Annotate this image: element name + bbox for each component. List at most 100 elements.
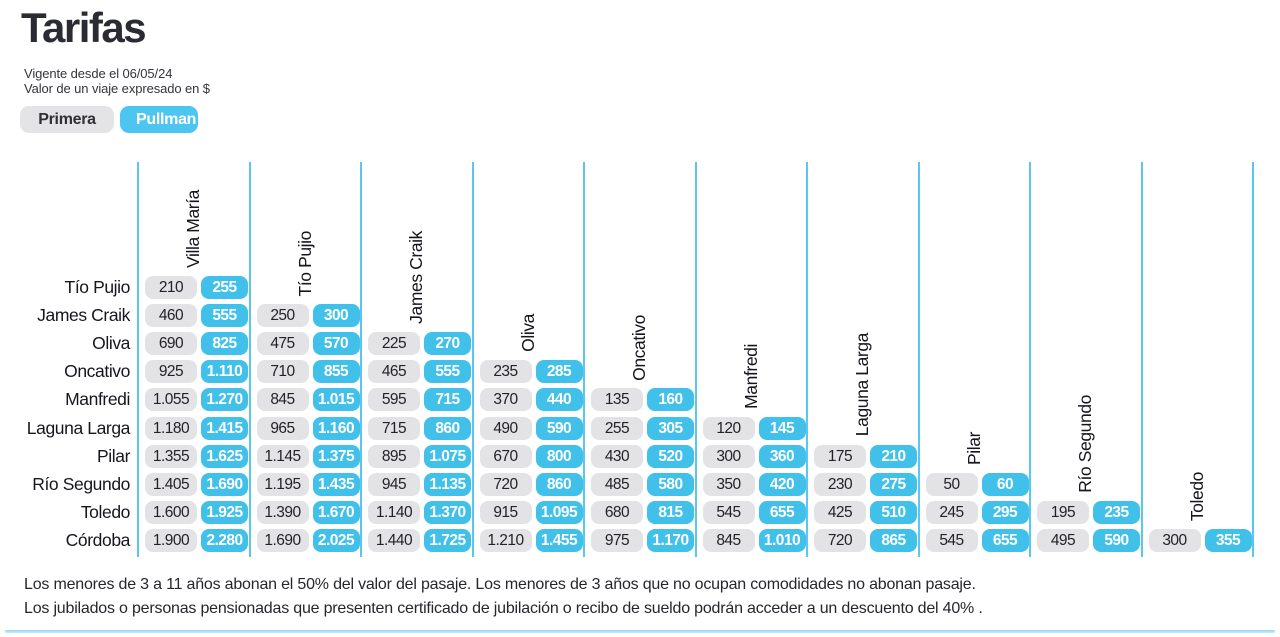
grid-line	[806, 162, 808, 557]
fare-cell-primera: 255	[591, 416, 643, 440]
fare-cell-primera: 1.900	[145, 528, 197, 552]
fare-cell-primera: 245	[925, 500, 978, 524]
row-label: Laguna Larga	[26, 417, 131, 438]
fare-cell-pullman: 510	[870, 500, 917, 524]
fare-cell-primera: 1.440	[368, 528, 420, 552]
grid-line	[137, 162, 139, 557]
grid-line	[1029, 162, 1031, 557]
fare-cell-primera: 210	[145, 276, 197, 299]
fare-cell-pullman: 825	[201, 332, 248, 356]
bottom-divider	[5, 630, 1275, 633]
note-minors: Los menores de 3 a 11 años abonan el 50%…	[24, 576, 976, 593]
fare-cell-pullman: 1.010	[758, 528, 806, 552]
fare-cell-pullman: 655	[758, 500, 806, 524]
fare-cell-primera: 720	[479, 472, 532, 496]
column-header: Laguna Larga	[807, 333, 919, 436]
fare-cell-pullman: 1.375	[312, 444, 360, 468]
fare-cell-pullman: 440	[535, 388, 583, 412]
column-header-label: Manfredi	[740, 343, 761, 409]
fare-cell-pullman: 1.415	[201, 416, 248, 440]
column-header-label: Pilar	[963, 431, 984, 465]
fare-cell-pullman: 1.015	[312, 388, 360, 412]
fare-cell-pullman: 1.690	[201, 472, 248, 496]
fare-cell-pullman: 1.670	[312, 500, 360, 524]
fare-cell-primera: 915	[479, 500, 532, 524]
page-title: Tarifas	[21, 4, 147, 51]
fare-cell-primera: 1.195	[256, 472, 309, 496]
row-label: Oncativo	[64, 361, 130, 382]
fare-cell-pullman: 255	[201, 276, 248, 299]
fare-cell-pullman: 555	[424, 360, 471, 384]
fare-cell-primera: 720	[814, 528, 866, 552]
grid-line	[471, 162, 474, 557]
fare-cell-primera: 175	[814, 444, 866, 468]
fare-cell-pullman: 420	[758, 472, 806, 496]
fare-cell-primera: 485	[591, 472, 643, 496]
fare-cell-primera: 1.405	[145, 472, 197, 496]
fare-cell-primera: 135	[591, 388, 643, 412]
fare-cell-pullman: 275	[870, 472, 917, 496]
fare-cell-primera: 120	[702, 416, 755, 440]
fare-cell-primera: 475	[256, 332, 309, 356]
fare-cell-pullman: 555	[201, 304, 248, 328]
row-label: Oliva	[92, 333, 130, 354]
fare-cell-pullman: 355	[1204, 528, 1252, 552]
fare-cell-pullman: 2.280	[201, 528, 248, 552]
grid-line	[248, 162, 251, 557]
fare-cell-pullman: 655	[981, 528, 1029, 552]
fare-cell-primera: 670	[479, 444, 532, 468]
fare-cell-primera: 1.690	[256, 528, 309, 552]
fare-cell-pullman: 580	[647, 472, 694, 496]
fare-cell-pullman: 590	[535, 416, 583, 440]
fare-cell-pullman: 520	[647, 444, 694, 468]
fare-cell-primera: 925	[145, 360, 197, 384]
tab-primera[interactable]: Primera	[20, 106, 114, 133]
fare-cell-pullman: 160	[647, 388, 694, 412]
fare-cell-primera: 845	[256, 388, 309, 412]
column-header-label: James Craik	[406, 231, 427, 325]
column-header: Toledo	[1142, 472, 1254, 521]
fare-cell-pullman: 855	[312, 360, 360, 384]
fare-cell-pullman: 1.370	[424, 500, 471, 524]
grid-line	[1252, 162, 1254, 557]
fare-cell-primera: 710	[256, 360, 309, 384]
fare-cell-primera: 1.145	[256, 444, 309, 468]
fare-cell-primera: 1.180	[145, 416, 197, 440]
tab-pullman[interactable]: Pullman	[120, 106, 198, 133]
fare-cell-pullman: 590	[1093, 528, 1140, 552]
fare-cell-pullman: 305	[647, 416, 694, 440]
column-header: Manfredi	[696, 344, 808, 409]
column-header-label: Toledo	[1186, 471, 1207, 521]
column-header: Villa María	[138, 190, 250, 268]
column-header-label: Oncativo	[629, 314, 650, 381]
fare-cell-pullman: 145	[758, 416, 806, 440]
fare-cell-primera: 715	[368, 416, 420, 440]
fare-cell-primera: 300	[1148, 528, 1201, 552]
fare-cell-pullman: 1.435	[312, 472, 360, 496]
fare-cell-pullman: 235	[1093, 500, 1140, 524]
grid-line	[694, 162, 697, 557]
fare-cell-primera: 490	[479, 416, 532, 440]
fare-cell-primera: 235	[479, 360, 532, 384]
fare-cell-pullman: 295	[981, 500, 1029, 524]
fare-cell-pullman: 860	[424, 416, 471, 440]
fare-cell-pullman: 210	[870, 444, 917, 468]
row-label: Córdoba	[65, 529, 131, 550]
fare-cell-primera: 545	[925, 528, 978, 552]
row-label: Río Segundo	[32, 473, 130, 494]
fare-cell-primera: 460	[145, 304, 197, 328]
fare-cell-primera: 895	[368, 444, 420, 468]
column-header-label: Villa María	[183, 190, 204, 268]
fare-cell-pullman: 1.110	[201, 360, 248, 384]
fare-cell-primera: 465	[368, 360, 420, 384]
fare-cell-pullman: 1.455	[535, 528, 583, 552]
column-header: Oliva	[473, 314, 585, 352]
fare-cell-pullman: 1.160	[312, 416, 360, 440]
fare-cell-primera: 350	[702, 472, 755, 496]
row-label: James Craik	[37, 305, 130, 326]
fare-cell-primera: 975	[591, 528, 643, 552]
fare-cell-pullman: 1.095	[535, 500, 583, 524]
row-label: Pilar	[96, 445, 130, 466]
fare-cell-primera: 495	[1037, 528, 1089, 552]
